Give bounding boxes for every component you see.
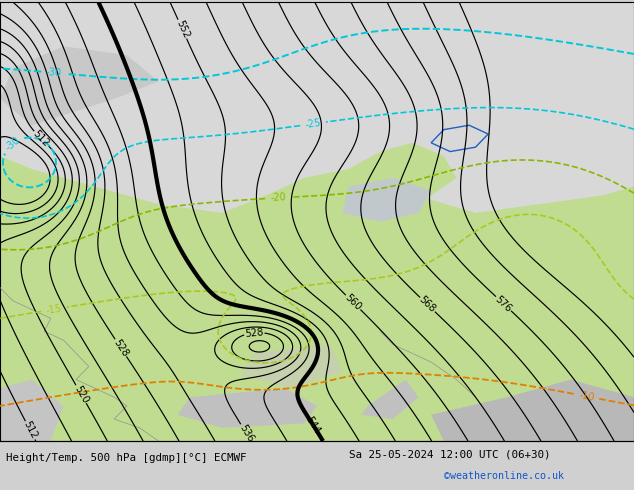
Text: Sa 25-05-2024 12:00 UTC (06+30): Sa 25-05-2024 12:00 UTC (06+30) <box>349 450 550 460</box>
Polygon shape <box>241 344 342 389</box>
Text: 536: 536 <box>237 422 255 443</box>
Polygon shape <box>342 178 431 221</box>
Text: 512: 512 <box>22 420 39 441</box>
Text: -30: -30 <box>46 67 62 78</box>
Text: 520: 520 <box>72 384 90 405</box>
Text: 576: 576 <box>493 294 514 314</box>
Polygon shape <box>361 380 418 419</box>
Text: 528: 528 <box>245 327 264 339</box>
Polygon shape <box>431 380 634 441</box>
Text: -30: -30 <box>3 135 22 152</box>
Polygon shape <box>0 2 634 213</box>
Text: 512: 512 <box>31 128 51 149</box>
Polygon shape <box>178 389 317 428</box>
Text: ©weatheronline.co.uk: ©weatheronline.co.uk <box>444 471 564 481</box>
Text: 552: 552 <box>174 19 191 40</box>
Polygon shape <box>0 380 63 441</box>
Text: 568: 568 <box>417 294 437 315</box>
Text: -15: -15 <box>46 303 63 316</box>
Polygon shape <box>0 47 158 125</box>
Text: 560: 560 <box>343 293 363 313</box>
Text: -10: -10 <box>578 390 595 403</box>
Text: -25: -25 <box>304 118 321 130</box>
Text: Height/Temp. 500 hPa [gdmp][°C] ECMWF: Height/Temp. 500 hPa [gdmp][°C] ECMWF <box>6 453 247 463</box>
Polygon shape <box>349 143 456 196</box>
Text: -20: -20 <box>270 193 287 203</box>
Text: 528: 528 <box>112 337 130 358</box>
Text: 544: 544 <box>304 415 322 436</box>
